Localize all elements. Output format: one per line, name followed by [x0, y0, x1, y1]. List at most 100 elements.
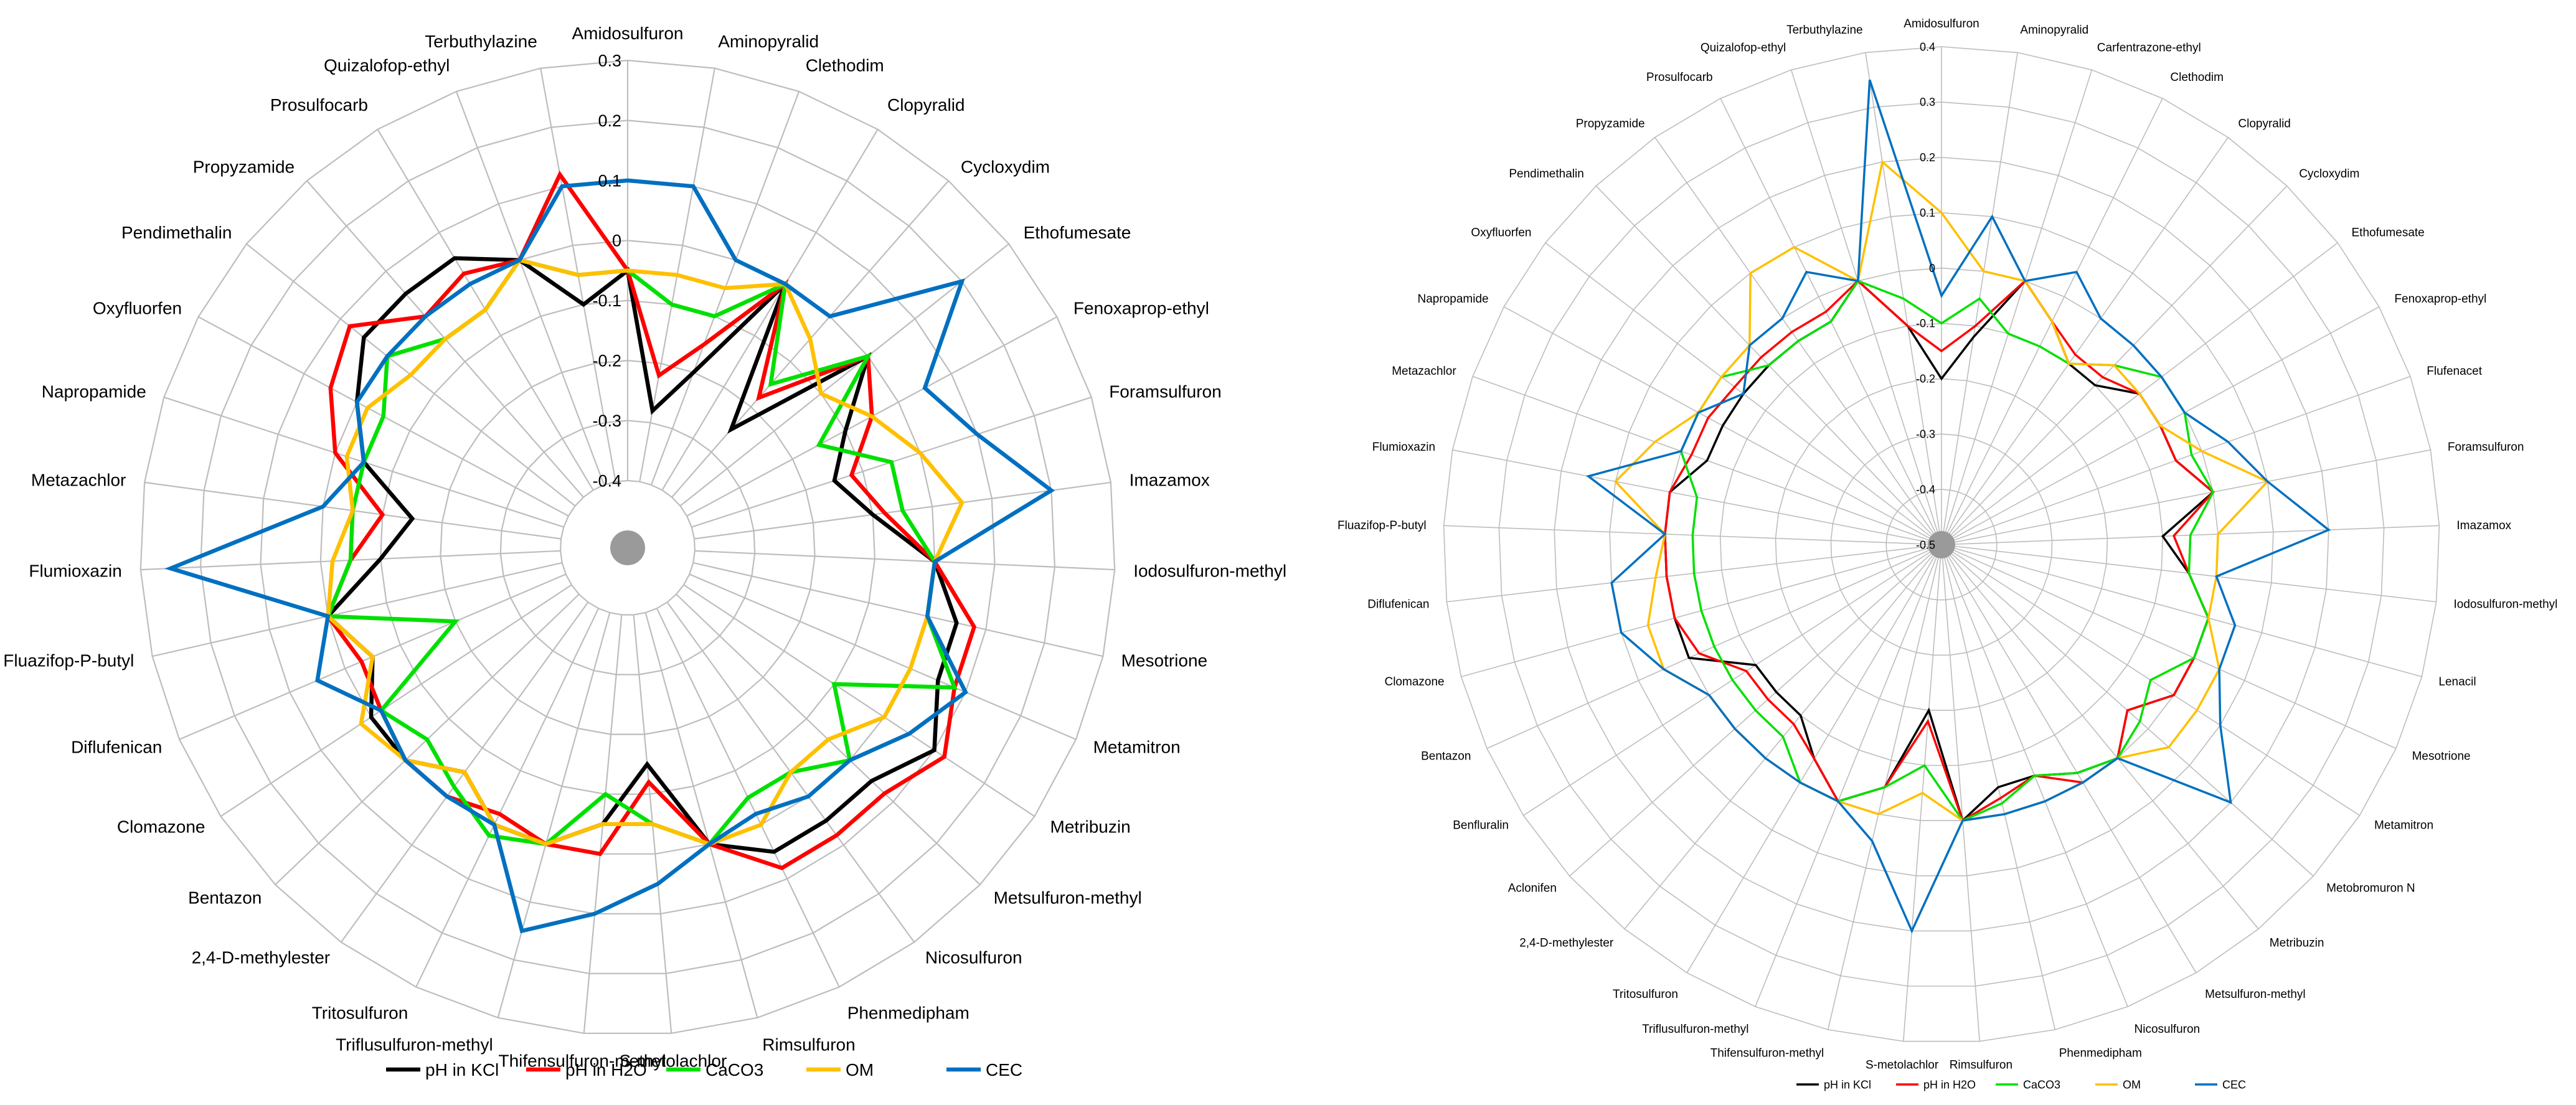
category-label-mesotrione: Mesotrione	[1121, 651, 1208, 670]
category-label-propyzamide: Propyzamide	[193, 158, 295, 177]
category-label-phenmedipham: Phenmedipham	[847, 1003, 970, 1022]
spoke	[1941, 544, 2197, 974]
series-line-om	[326, 258, 965, 847]
category-label-mesotrione: Mesotrione	[2412, 750, 2471, 763]
category-label-fluazifop-p-butyl: Fluazifop-P-butyl	[3, 651, 134, 670]
legend-label-ph-in-kcl: pH in KCl	[425, 1060, 499, 1079]
category-label-clomazone: Clomazone	[117, 817, 205, 837]
category-label-flufenacet: Flufenacet	[2427, 365, 2482, 378]
category-label-clethodim: Clethodim	[2170, 71, 2224, 84]
category-label-ethofumesate: Ethofumesate	[1024, 223, 1131, 242]
spoke	[1941, 449, 2431, 545]
category-label-metazachlor: Metazachlor	[1392, 365, 1456, 378]
spoke	[1941, 544, 2422, 677]
legend-label-cec: CEC	[986, 1060, 1022, 1079]
category-label-cycloxydim: Cycloxydim	[2299, 167, 2359, 181]
series-line-caco3	[324, 258, 958, 847]
category-label-rimsulfuron: Rimsulfuron	[1950, 1059, 2012, 1072]
tick-label: -0.3	[1916, 428, 1935, 441]
category-label-cycloxydim: Cycloxydim	[961, 158, 1050, 177]
spoke	[693, 562, 1103, 657]
category-label-prosulfocarb: Prosulfocarb	[270, 95, 368, 115]
series-line-ph-in-kcl	[325, 256, 959, 854]
spoke	[1941, 137, 2229, 545]
series-line-cec	[164, 178, 1055, 934]
grid-ring	[1554, 156, 2329, 932]
category-label-diflufenican: Diflufenican	[71, 737, 162, 756]
series-line-cec	[1585, 79, 2331, 934]
tick-label: -0.1	[592, 291, 621, 310]
spoke	[683, 584, 1036, 817]
category-label-nicosulfuron: Nicosulfuron	[2135, 1023, 2201, 1036]
category-label-aminopyralid: Aminopyralid	[2020, 24, 2088, 37]
tick-label: -0.2	[592, 352, 621, 370]
category-label-lenacil: Lenacil	[2438, 675, 2476, 689]
category-label-s-metolachlor: S-metolachlor	[1866, 1059, 1939, 1072]
tick-labels: -0.5 -0.4 -0.3 -0.2 -0.1 0 0.1 0.2 0.3 0.4	[1916, 40, 1935, 551]
spoke	[497, 612, 611, 1018]
grid-ring	[199, 120, 1056, 974]
legend-label-om: OM	[2123, 1078, 2141, 1091]
tick-label: 0	[612, 232, 621, 250]
grid-ring	[1719, 322, 2164, 766]
category-label-metamitron: Metamitron	[2374, 819, 2433, 832]
category-label-napropamide: Napropamide	[42, 382, 146, 402]
category-label-flumioxazin: Flumioxazin	[1372, 441, 1435, 454]
category-label-pendimethalin: Pendimethalin	[121, 223, 232, 242]
legend-label-ph-in-h2o: pH in H2O	[565, 1060, 647, 1079]
spoke	[694, 550, 1115, 571]
tick-label: 0	[1929, 262, 1935, 275]
spoke	[1941, 544, 2259, 929]
category-label-propyzamide: Propyzamide	[1576, 117, 1645, 130]
category-label-rimsulfuron: Rimsulfuron	[762, 1035, 855, 1055]
category-label-2-4-d-methylester: 2,4-D-methylester	[192, 948, 331, 967]
category-label-foramsulfuron: Foramsulfuron	[1109, 382, 1222, 402]
category-label-oxyfluorfen: Oxyfluorfen	[1471, 227, 1531, 240]
category-label-carfentrazone-ethyl: Carfentrazone-ethyl	[2097, 42, 2201, 55]
tick-label: 0.2	[598, 111, 621, 130]
category-label-iodosulfuron-methyl: Iodosulfuron-methyl	[2454, 598, 2558, 611]
grid-ring	[499, 420, 756, 675]
category-label-aclonifen: Aclonifen	[1508, 882, 1557, 895]
category-label-prosulfocarb: Prosulfocarb	[1646, 71, 1713, 84]
tick-label: 0.1	[598, 171, 621, 190]
category-label-clomazone: Clomazone	[1384, 675, 1444, 689]
legend-label-om: OM	[846, 1060, 874, 1079]
category-label-amidosulfuron: Amidosulfuron	[1904, 17, 1979, 31]
category-label-aminopyralid: Aminopyralid	[718, 32, 819, 51]
category-label-clethodim: Clethodim	[806, 56, 884, 75]
category-label-metsulfuron-methyl: Metsulfuron-methyl	[994, 888, 1142, 908]
category-label-bentazon: Bentazon	[188, 888, 262, 908]
center-dot	[610, 530, 645, 565]
category-label-metribuzin: Metribuzin	[2270, 936, 2324, 949]
spoke	[152, 562, 562, 657]
category-label-s-metolachlor: S-metolachlor	[620, 1051, 727, 1071]
grid-ring	[139, 59, 1116, 1034]
tick-label: 0.3	[1920, 96, 1935, 108]
category-label-2-4-d-methylester: 2,4-D-methylester	[1519, 936, 1614, 949]
tick-label: 0.1	[1920, 207, 1935, 219]
spoke	[661, 129, 879, 491]
category-label-imazamox: Imazamox	[1130, 471, 1210, 490]
category-label-quizalofop-ethyl: Quizalofop-ethyl	[1701, 42, 1786, 55]
category-label-diflufenican: Diflufenican	[1367, 598, 1429, 611]
spoke	[679, 243, 1009, 507]
category-label-metobromuron-n: Metobromuron N	[2326, 882, 2415, 895]
category-labels: Amidosulfuron Aminopyralid Carfentrazone-e…	[1338, 17, 2557, 1072]
series-line-ph-in-h2o	[326, 170, 977, 870]
legend-label-cec: CEC	[2222, 1078, 2246, 1091]
category-label-foramsulfuron: Foramsulfuron	[2448, 441, 2524, 454]
category-label-triflusulfuron-methyl: Triflusulfuron-methyl	[336, 1035, 493, 1055]
grid-ring	[1609, 212, 2274, 877]
tick-label: -0.5	[1916, 538, 1935, 551]
tick-label: 0.2	[1920, 151, 1935, 164]
series-group	[1585, 79, 2331, 934]
category-label-napropamide: Napropamide	[1418, 293, 1489, 306]
center-dot	[1928, 531, 1955, 558]
grid-ring	[1885, 489, 1998, 601]
grid	[1443, 46, 2440, 1042]
spoke	[220, 584, 572, 817]
spoke	[455, 91, 605, 486]
